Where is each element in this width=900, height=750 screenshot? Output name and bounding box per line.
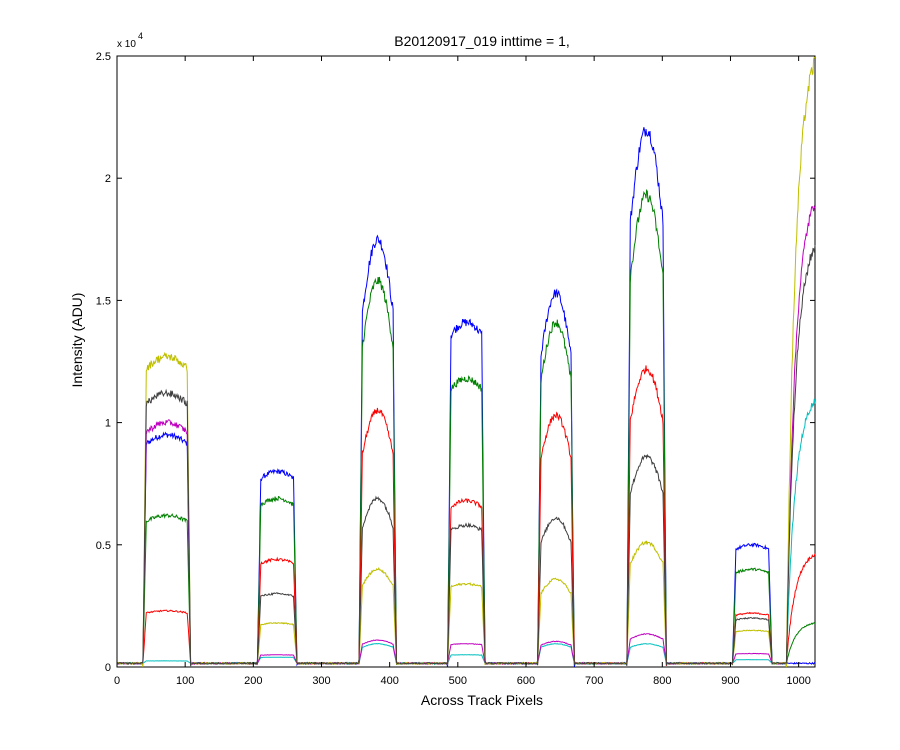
y-exponent-power: 4 — [138, 31, 143, 41]
y-tick-label: 2.5 — [96, 51, 111, 63]
x-tick-label: 600 — [517, 675, 535, 687]
plot-area: 0 100 200 300 400 500 600 700 800 900 1000 0 0.5 1 1.… — [96, 51, 816, 687]
y-axis-ticks: 0 0.5 1 1.5 2 2.5 — [96, 51, 815, 674]
x-tick-label: 700 — [585, 675, 603, 687]
axes-box — [116, 55, 816, 668]
x-tick-label: 200 — [244, 675, 262, 687]
y-tick-label: 1.5 — [96, 295, 111, 307]
x-tick-label: 800 — [653, 675, 671, 687]
x-axis-label: Across Track Pixels — [421, 692, 543, 708]
y-tick-label: 2 — [105, 173, 111, 185]
y-exponent-base: x 10 — [117, 39, 136, 50]
x-axis-ticks: 0 100 200 300 400 500 600 700 800 900 1000 — [114, 56, 811, 687]
series-line-6 — [116, 245, 816, 667]
y-tick-label: 0.5 — [96, 540, 111, 552]
x-tick-label: 900 — [721, 675, 739, 687]
x-tick-label: 100 — [176, 675, 194, 687]
x-tick-label: 300 — [312, 675, 330, 687]
x-tick-label: 1000 — [786, 675, 810, 687]
y-tick-label: 0 — [105, 662, 111, 674]
x-tick-label: 0 — [114, 675, 120, 687]
series-layer — [116, 56, 816, 668]
x-tick-label: 400 — [380, 675, 398, 687]
y-tick-label: 1 — [105, 418, 111, 430]
y-axis-label: Intensity (ADU) — [69, 293, 85, 388]
chart-title: B20120917_019 inttime = 1, — [394, 33, 570, 49]
x-tick-label: 500 — [449, 675, 467, 687]
